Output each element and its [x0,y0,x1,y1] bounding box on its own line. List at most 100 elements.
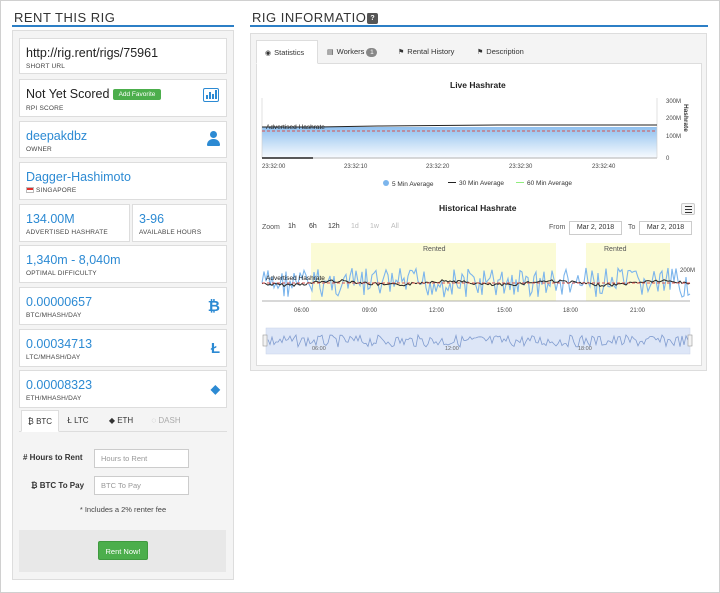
rpi-value: Not Yet Scored [26,87,110,101]
legend-60min-label: 60 Min Average [527,180,573,187]
fee-note: * Includes a 2% renter fee [79,505,167,514]
help-icon[interactable]: ? [367,13,378,24]
nav-x-tick: 06:00 [312,346,326,352]
rent-section-title: RENT THIS RIG [14,10,116,25]
zoom-1w-button: 1w [370,223,379,230]
available-hours-card: 3-96 AVAILABLE HOURS [132,204,227,242]
short-url-label: SHORT URL [26,63,66,70]
live-annotation: Advertised Hashrate [266,124,325,131]
rent-now-button[interactable]: Rent Now! [98,541,148,560]
tab-statistics[interactable]: ◉ Statistics [256,40,318,64]
owner-card: deepakdbz OWNER [19,121,227,158]
hours-to-rent-input[interactable] [94,449,189,468]
legend-30min-marker [448,181,456,183]
rig-info-tab-bar [256,40,702,64]
rented-band-label: Rented [423,246,446,253]
owner-label: OWNER [26,146,52,153]
tab-workers-label: Workers [336,47,365,56]
to-date-input[interactable]: Mar 2, 2018 [639,221,692,235]
optimal-difficulty-label: OPTIMAL DIFFICULTY [26,270,97,277]
btc-price-label: BTC/MHASH/DAY [26,312,82,319]
advertised-hashrate-label: ADVERTISED HASHRATE [26,229,108,236]
algorithm-card: Dagger-Hashimoto SINGAPORE [19,162,227,200]
bar-chart-icon[interactable] [203,88,219,102]
optimal-difficulty-card: 1,340m - 8,040m OPTIMAL DIFFICULTY [19,245,227,283]
ethereum-icon: ◆ [210,382,220,396]
legend-5min[interactable]: 5 Min Average [383,180,433,188]
chart-menu-button[interactable] [681,203,695,215]
eth-price-label: ETH/MHASH/DAY [26,395,82,402]
legend-5min-label: 5 Min Average [392,181,434,188]
rpi-card: Not Yet Scored RPI SCORE [19,79,227,117]
add-favorite-button[interactable]: Add Favorite [113,89,161,100]
tab-rental-history-label: Rental History [407,47,455,56]
navigator-right-handle[interactable] [687,334,693,347]
eth-price-value: 0.00008323 [26,378,93,392]
tab-eth[interactable]: ◆ ETH [108,416,134,425]
btc-to-pay-input[interactable] [94,476,189,495]
btc-price-value: 0.00000657 [26,295,93,309]
litecoin-icon: Ł [210,340,220,357]
currency-tab-bar [19,410,227,432]
rig-info-title: RIG INFORMATION [252,10,377,25]
nav-x-tick: 18:00 [578,346,592,352]
ltc-price-card: 0.00034713 LTC/MHASH/DAY Ł [19,329,227,367]
legend-5min-marker [383,180,389,186]
from-date-input[interactable]: Mar 2, 2018 [569,221,622,235]
legend-30min[interactable]: 30 Min Average [448,180,504,187]
btc-to-pay-label: ₿ BTC To Pay [31,481,85,490]
tab-description-label: Description [486,47,524,56]
workers-count-badge: 1 [366,48,378,57]
live-x-tick: 23:32:40 [592,164,616,170]
hist-x-tick: 15:00 [497,308,513,314]
live-30min-line [262,124,657,128]
btc-price-card: 0.00000657 BTC/MHASH/DAY ₿ [19,287,227,325]
live-x-tick: 23:32:00 [262,164,286,170]
from-label: From [549,224,566,231]
tab-ltc[interactable]: Ł LTC [67,416,89,425]
available-hours-label: AVAILABLE HOURS [139,229,202,236]
zoom-6h-button[interactable]: 6h [309,223,317,230]
rented-band-1 [311,243,556,301]
flag-icon: ⚑ [398,49,405,56]
live-y-tick: 200M [666,116,681,122]
zoom-1h-button[interactable]: 1h [288,223,296,230]
rented-band-label: Rented [604,246,627,253]
statistics-content [256,64,702,366]
optimal-difficulty-value: 1,340m - 8,040m [26,253,121,267]
to-label: To [628,224,636,231]
legend-60min[interactable]: 60 Min Average [516,180,572,187]
short-url-card: http://rig.rent/rigs/75961 SHORT URL [19,38,227,74]
zoom-12h-button[interactable]: 12h [328,223,340,230]
hist-x-tick: 12:00 [429,308,445,314]
nav-x-tick: 12:00 [445,346,459,352]
hist-y-tick: 200M [680,268,695,274]
live-y-tick: 300M [666,99,681,105]
navigator-mask [265,327,691,355]
navigator-left-handle[interactable] [262,334,268,347]
zoom-label: Zoom [262,224,280,231]
ltc-price-value: 0.00034713 [26,337,93,351]
tab-statistics-label: Statistics [274,48,305,57]
algorithm-link[interactable]: Dagger-Hashimoto [26,170,131,184]
flag-icon: ⚑ [477,49,484,56]
advertised-hashrate-value: 134.00M [26,212,75,226]
tab-rental-history[interactable]: ⚑ Rental History [390,40,466,64]
legend-30min-label: 30 Min Average [459,180,505,187]
tab-workers[interactable]: ▤ Workers 1 [319,40,385,64]
zoom-all-button: All [391,223,399,230]
list-icon: ▤ [327,49,334,56]
hist-x-tick: 09:00 [362,308,378,314]
short-url-value[interactable]: http://rig.rent/rigs/75961 [26,46,159,60]
live-hashrate-chart: Advertised Hashrate Hashrate 300M 200M 1… [261,98,689,170]
eth-price-card: 0.00008323 ETH/MHASH/DAY ◆ [19,370,227,408]
tab-btc[interactable]: ₿ BTC [21,410,59,432]
singapore-flag-icon [26,187,34,193]
user-icon[interactable] [207,131,220,146]
tab-description[interactable]: ⚑ Description [469,40,535,64]
owner-name-link[interactable]: deepakdbz [26,129,88,143]
hist-30min-line [261,278,691,288]
historical-chart-title: Historical Hashrate [439,203,517,213]
chart-navigator[interactable]: 06:00 12:00 18:00 [262,326,696,358]
hist-x-tick: 18:00 [563,308,579,314]
